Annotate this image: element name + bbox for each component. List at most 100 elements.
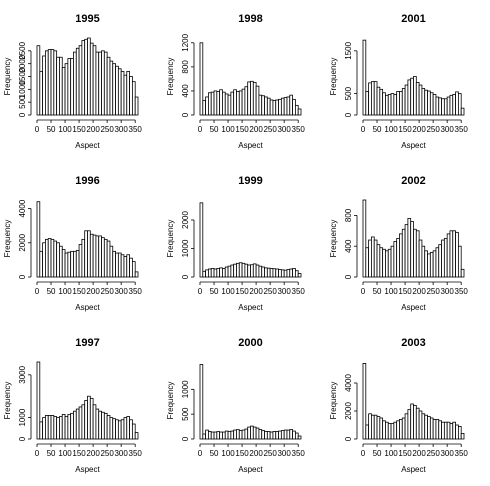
histogram-bar — [241, 262, 246, 278]
histogram-bar — [213, 431, 218, 440]
histogram-bar — [382, 92, 386, 116]
x-tick-label: 250 — [426, 449, 440, 458]
histogram-bar — [427, 253, 431, 278]
histogram-bar — [404, 84, 409, 116]
histogram-bar — [399, 233, 403, 278]
histogram-bar — [373, 239, 378, 278]
histogram-bar — [441, 421, 445, 440]
histogram-bar — [70, 250, 74, 278]
x-tick-label: 150 — [72, 287, 86, 296]
histogram-bar — [365, 424, 370, 440]
y-tick-label: 1000 — [18, 408, 27, 426]
y-tick-label: 3000 — [18, 365, 27, 383]
histogram-bar — [236, 262, 240, 278]
y-tick-label: 4000 — [344, 374, 353, 392]
histogram-bar — [255, 85, 260, 116]
histogram-bar — [292, 268, 296, 278]
histogram-bar — [387, 423, 392, 440]
histogram-bar — [280, 97, 285, 116]
x-tick-label: 0 — [361, 287, 366, 296]
histogram-bar — [244, 263, 249, 278]
histogram-bar — [67, 58, 72, 116]
y-axis-label: Frequency — [166, 382, 175, 420]
histogram-bar — [362, 199, 367, 278]
histogram-bar — [297, 108, 302, 116]
histogram-bar — [418, 84, 423, 116]
x-tick-label: 200 — [249, 287, 263, 296]
y-tick-label: 1000 — [18, 80, 27, 98]
histogram-bar — [429, 92, 434, 116]
histogram-bar — [376, 244, 381, 278]
histogram-bar — [70, 412, 74, 440]
histogram-bar — [123, 256, 128, 278]
histogram-bar — [222, 431, 226, 440]
histogram-bar — [413, 76, 417, 116]
histogram-bar — [283, 269, 288, 278]
histogram-bar — [371, 236, 375, 278]
histogram-bar — [81, 40, 86, 116]
histogram-bar — [399, 418, 403, 440]
histogram-bar — [452, 94, 456, 116]
histogram-bar — [210, 431, 215, 440]
histogram-bar — [455, 91, 459, 116]
histogram-bar — [106, 415, 111, 440]
histogram-bar — [84, 230, 88, 278]
histogram-bar — [457, 425, 462, 440]
histogram-bar — [117, 252, 122, 278]
histogram-bar — [216, 91, 221, 116]
y-tick-label: 0 — [344, 274, 353, 279]
histogram-bar — [36, 201, 41, 278]
y-tick-label: 0 — [181, 112, 190, 117]
histogram-bar — [131, 261, 136, 278]
histogram-bar — [227, 265, 232, 278]
y-axis-label: Frequency — [329, 220, 338, 258]
y-axis-label: Frequency — [166, 58, 175, 96]
histogram-bar — [376, 86, 381, 116]
histogram-bar — [101, 50, 105, 116]
histogram-bar — [266, 431, 271, 440]
x-tick-label: 200 — [412, 125, 426, 134]
histogram-bar — [289, 94, 293, 116]
x-tick-label: 0 — [198, 449, 203, 458]
histogram-bar — [241, 88, 246, 116]
histogram-bar — [252, 426, 257, 440]
y-tick-label: 1000 — [181, 380, 190, 398]
histogram-bar — [208, 92, 212, 116]
histogram-bar — [202, 270, 207, 278]
y-tick-label: 0 — [344, 112, 353, 117]
histogram-bar — [387, 248, 392, 278]
x-tick-label: 50 — [47, 287, 56, 296]
histogram-bar — [255, 264, 260, 278]
histogram-bar — [404, 413, 409, 440]
histogram-bar — [84, 38, 88, 116]
histogram-bar — [98, 235, 102, 278]
x-tick-label: 50 — [373, 287, 382, 296]
histogram-bar — [261, 266, 265, 278]
x-tick-label: 350 — [292, 125, 306, 134]
panel-title: 2001 — [401, 13, 425, 25]
histogram-bar — [213, 90, 218, 116]
x-tick-label: 100 — [384, 449, 398, 458]
histogram-bar — [275, 431, 279, 440]
histogram-bar — [390, 423, 395, 440]
histogram-bar — [278, 430, 282, 440]
x-axis-label: Aspect — [238, 465, 263, 474]
histogram-bar — [379, 417, 384, 440]
histogram-bar — [123, 74, 128, 116]
histogram-bar — [407, 79, 412, 116]
y-axis-label: Frequency — [329, 382, 338, 420]
histogram-bar — [410, 403, 414, 440]
y-tick-label: 2000 — [18, 233, 27, 251]
histogram-bar — [78, 406, 83, 440]
histogram-bar — [103, 412, 108, 440]
histogram-bar — [115, 65, 119, 116]
histogram-bar — [123, 417, 128, 440]
histogram-bar — [210, 268, 215, 278]
histogram-bar — [289, 268, 293, 278]
x-tick-label: 50 — [373, 125, 382, 134]
histogram-bar — [112, 250, 116, 278]
y-tick-label: 0 — [18, 274, 27, 279]
histogram-bar — [92, 45, 97, 116]
histogram-bar — [59, 56, 63, 116]
histogram-bar — [250, 425, 254, 440]
